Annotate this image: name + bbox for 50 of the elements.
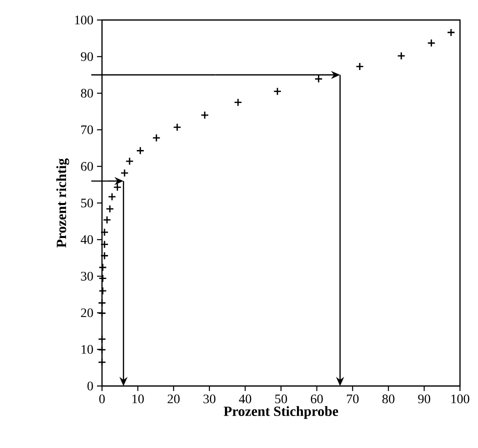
point <box>98 286 107 295</box>
point <box>100 252 109 260</box>
point <box>108 192 116 201</box>
x-tick-label: 40 <box>238 394 252 404</box>
y-tick-label: 90 <box>80 52 93 61</box>
x-tick-label: 60 <box>310 394 323 404</box>
y-tick-label: 80 <box>80 88 93 98</box>
x-tick-label: 100 <box>451 394 470 404</box>
point <box>356 62 364 71</box>
x-tick-label: 0 <box>99 394 105 404</box>
point <box>120 168 129 178</box>
point <box>102 216 112 224</box>
point <box>113 183 122 192</box>
x-tick-label: 10 <box>132 394 144 404</box>
x-tick-label: 80 <box>382 394 394 404</box>
point <box>106 204 114 214</box>
point <box>100 240 109 249</box>
x-tick-label: 30 <box>204 394 216 404</box>
y-tick-label: 0 <box>87 382 93 390</box>
point <box>446 28 456 37</box>
y-axis-title: Prozent richtig <box>56 158 70 248</box>
point <box>98 358 106 366</box>
point <box>397 52 406 60</box>
point <box>427 38 436 48</box>
point <box>200 111 209 120</box>
y-tick-label: 20 <box>81 308 93 318</box>
x-tick-label: 90 <box>418 394 430 404</box>
point <box>136 146 144 155</box>
point <box>173 123 182 132</box>
y-tick-label: 10 <box>82 345 93 354</box>
point <box>98 274 107 283</box>
point <box>98 263 107 272</box>
y-tick-label: 70 <box>81 125 93 134</box>
point <box>273 87 282 96</box>
x-axis-title: Prozent Stichprobe <box>224 406 338 419</box>
x-tick-label: 50 <box>275 394 288 404</box>
x-tick-label: 20 <box>168 394 180 404</box>
point <box>152 134 161 142</box>
y-tick-label: 60 <box>81 162 93 171</box>
y-tick-label: 100 <box>75 16 93 24</box>
x-tick-label: 70 <box>346 394 359 404</box>
point <box>234 98 242 106</box>
point <box>100 228 109 236</box>
point <box>314 74 323 84</box>
y-tick-label: 50 <box>81 198 93 208</box>
point <box>98 335 106 344</box>
y-tick-label: 30 <box>81 272 93 281</box>
point <box>98 298 106 308</box>
y-tick-label: 40 <box>80 235 93 244</box>
point <box>125 157 134 166</box>
